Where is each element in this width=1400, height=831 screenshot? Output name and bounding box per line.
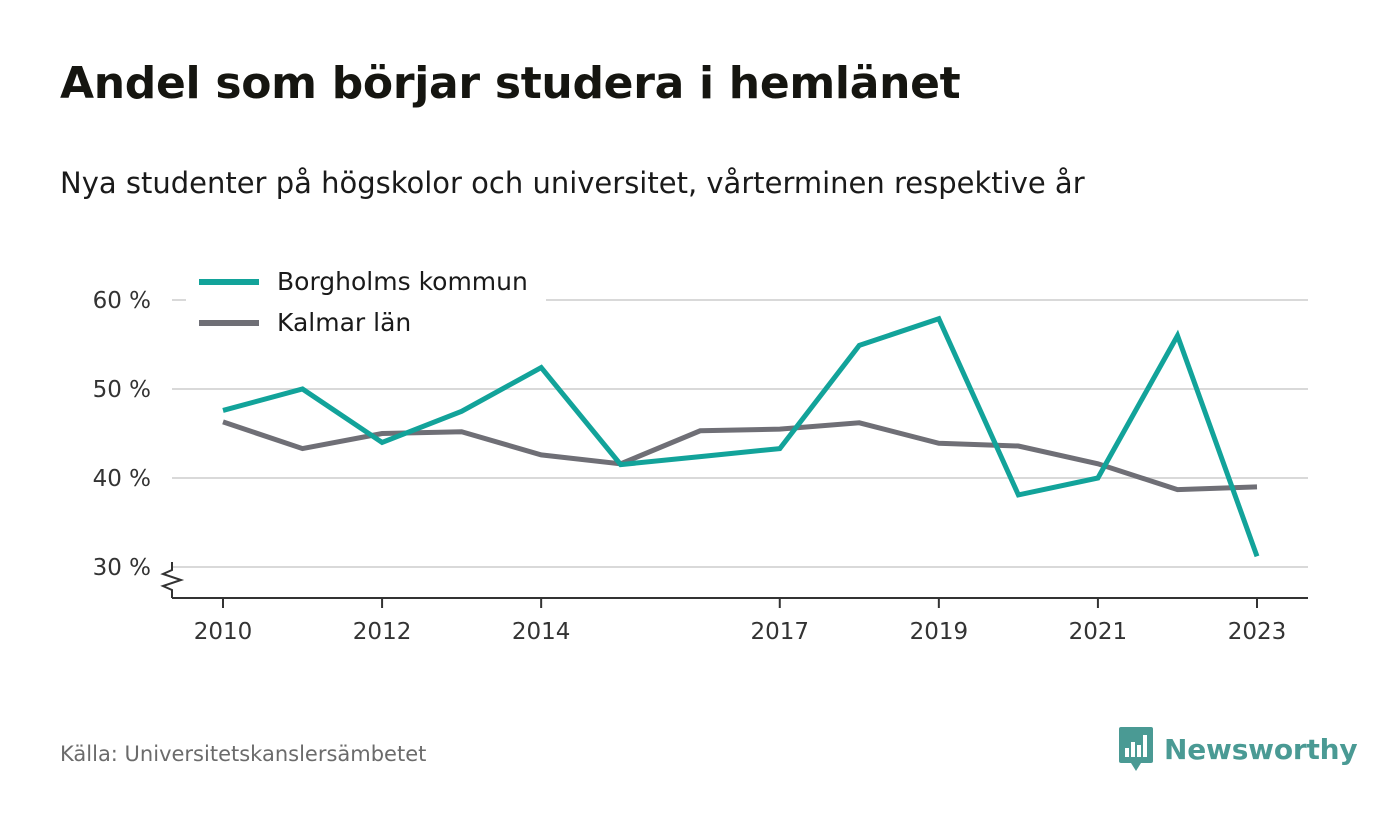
y-tick-label: 60 % bbox=[93, 288, 151, 314]
series-line-kalmar-lan bbox=[222, 419, 1258, 493]
legend-label-borgholms-kommun: Borgholms kommun bbox=[277, 267, 528, 296]
legend-label-kalmar-lan: Kalmar län bbox=[277, 308, 411, 337]
axes: 30 % 40 % 50 % 60 % 2010 2012 2014 2017 2019 2021… bbox=[93, 288, 1308, 645]
y-tick-label: 50 % bbox=[93, 377, 151, 403]
y-tick-label: 30 % bbox=[93, 555, 151, 581]
chart-title: Andel som börjar studera i hemlänet bbox=[60, 58, 961, 109]
legend: Borgholms kommun Kalmar län bbox=[186, 262, 546, 344]
x-tick-label: 2017 bbox=[750, 619, 809, 645]
x-tick-label: 2012 bbox=[353, 619, 412, 645]
x-tick-label: 2021 bbox=[1069, 619, 1128, 645]
axis-break-zigzag-icon bbox=[160, 562, 185, 598]
source-note: Källa: Universitetskanslersämbetet bbox=[60, 742, 427, 766]
series-lines bbox=[222, 315, 1260, 558]
chart-subtitle: Nya studenter på högskolor och universit… bbox=[60, 166, 1085, 200]
x-tick-label: 2010 bbox=[194, 619, 253, 645]
brand-name: Newsworthy bbox=[1164, 732, 1358, 766]
series-line-borgholms-kommun bbox=[222, 315, 1260, 558]
line-chart: 30 % 40 % 50 % 60 % 2010 2012 2014 2017 2019 2021… bbox=[92, 262, 1308, 645]
brand: Newsworthy bbox=[1118, 726, 1358, 772]
bar-chart-speech-bubble-icon bbox=[1119, 727, 1153, 771]
y-tick-label: 40 % bbox=[93, 466, 151, 492]
x-tick-label: 2019 bbox=[910, 619, 969, 645]
x-tick-label: 2023 bbox=[1228, 619, 1287, 645]
legend-background bbox=[186, 262, 546, 344]
x-tick-label: 2014 bbox=[512, 619, 571, 645]
